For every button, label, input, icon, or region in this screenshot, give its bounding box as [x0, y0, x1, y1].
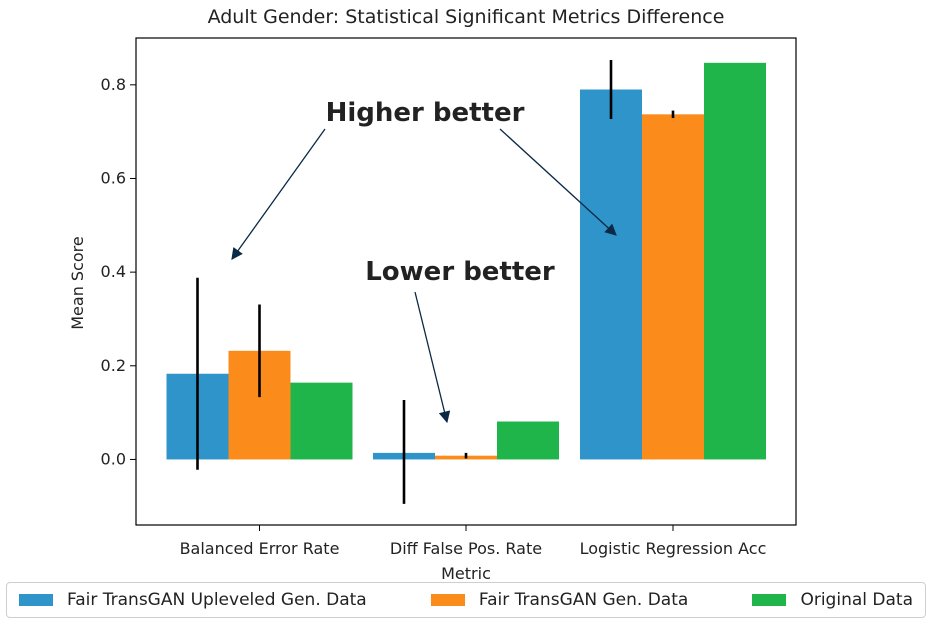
legend-item-transgan: Fair TransGAN Gen. Data — [430, 590, 689, 610]
y-axis: 0.0 0.2 0.4 0.6 0.8 — [101, 75, 136, 468]
bar-series-3-category-3 — [704, 62, 766, 460]
x-tick-label-2: Diff False Pos. Rate — [390, 539, 542, 558]
x-axis-label: Metric — [441, 564, 491, 580]
legend-item-upleveled: Fair TransGAN Upleveled Gen. Data — [19, 590, 367, 610]
legend-label-original: Original Data — [800, 590, 913, 610]
y-tick-label-5: 0.8 — [101, 75, 126, 94]
bars-layer — [166, 62, 766, 460]
annotation-arrow-lower — [414, 291, 451, 424]
annotation-lower-better: Lower better — [365, 257, 555, 287]
y-tick-label-2: 0.2 — [101, 356, 126, 375]
legend-swatch-transgan — [430, 594, 465, 606]
plot-frame — [135, 37, 797, 526]
y-tick-label-3: 0.4 — [101, 262, 126, 281]
annotation-higher-better: Higher better — [326, 98, 525, 128]
y-tick-label-1: 0.0 — [101, 449, 126, 468]
legend: Fair TransGAN Upleveled Gen. Data Fair T… — [6, 582, 926, 618]
x-axis: Balanced Error Rate Diff False Pos. Rate L… — [180, 525, 767, 558]
y-tick-label-4: 0.6 — [101, 168, 126, 187]
annotations-layer: Higher better Lower better — [231, 98, 617, 424]
annotation-arrow-higher-right — [499, 128, 617, 236]
legend-swatch-upleveled — [19, 594, 53, 606]
legend-swatch-original — [752, 594, 787, 606]
bar-series-1-category-3 — [580, 89, 642, 460]
x-tick-label-1: Balanced Error Rate — [180, 539, 340, 558]
x-tick-label-3: Logistic Regression Acc — [580, 539, 767, 558]
y-axis-label: Mean Score — [68, 236, 87, 330]
bar-series-2-category-3 — [642, 114, 704, 460]
error-bars-layer — [196, 60, 675, 504]
bar-series-3-category-1 — [290, 382, 353, 460]
legend-label-upleveled: Fair TransGAN Upleveled Gen. Data — [67, 590, 367, 610]
chart: Adult Gender: Statistical Significant Me… — [68, 6, 797, 580]
legend-item-original: Original Data — [752, 590, 913, 610]
bar-series-3-category-2 — [497, 421, 559, 460]
legend-label-transgan: Fair TransGAN Gen. Data — [478, 590, 689, 610]
annotation-arrow-higher-left — [231, 128, 326, 260]
chart-title: Adult Gender: Statistical Significant Me… — [208, 6, 725, 28]
